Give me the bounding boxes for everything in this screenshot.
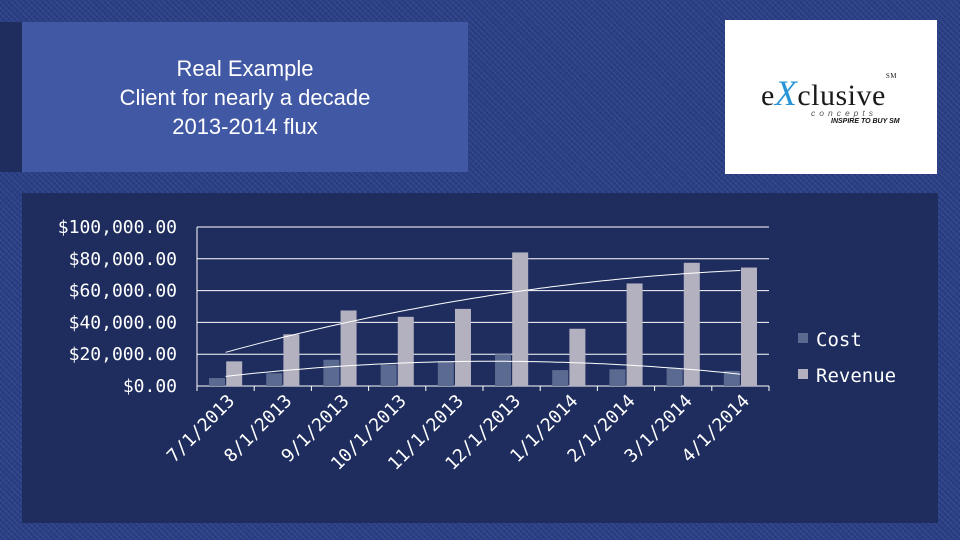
- slide-title: Real Example Client for nearly a decade …: [22, 22, 468, 172]
- cost-bar: [266, 373, 283, 386]
- revenue-bar: [226, 361, 243, 386]
- revenue-bar: [454, 308, 471, 386]
- legend-label: Revenue: [816, 365, 896, 387]
- revenue-bar: [283, 334, 300, 386]
- revenue-bar: [397, 316, 414, 386]
- cost-bar: [609, 369, 626, 386]
- logo-tag-mark: SM: [889, 118, 900, 125]
- left-accent-bar: [0, 22, 22, 172]
- cost-bar: [380, 364, 397, 386]
- revenue-bar: [740, 267, 757, 386]
- cost-bar: [209, 378, 226, 386]
- cost-bar: [723, 370, 740, 386]
- logo-word-start: e: [761, 79, 775, 112]
- logo-sm-mark: SM: [885, 72, 897, 80]
- cost-bar: [323, 359, 340, 386]
- cost-bar: [666, 368, 683, 386]
- title-line-3: 2013-2014 flux: [172, 113, 318, 139]
- y-tick-label: $0.00: [123, 376, 177, 397]
- revenue-bar: [626, 283, 643, 386]
- cost-bar: [437, 361, 454, 386]
- logo-x-mark: X: [774, 73, 798, 113]
- company-logo: eXclusiveSM concepts INSPIRE TO BUY SM: [725, 20, 937, 174]
- bar-chart: $0.00 $20,000.00 $40,000.00 $60,000.00 $80,0…: [58, 217, 896, 475]
- cost-bar: [495, 354, 512, 386]
- legend-swatch: [798, 333, 808, 343]
- legend-swatch: [798, 369, 808, 379]
- y-tick-label: $60,000.00: [69, 281, 177, 302]
- cost-trendline: [225, 360, 741, 377]
- cost-bar: [552, 370, 569, 386]
- logo-tagline: INSPIRE TO BUY SM: [831, 118, 900, 125]
- y-tick-label: $80,000.00: [69, 249, 177, 270]
- revenue-bar: [512, 252, 529, 386]
- revenue-bar: [569, 328, 586, 386]
- logo-subtitle: concepts: [811, 108, 878, 118]
- logo-wordmark: eXclusiveSM: [761, 72, 897, 114]
- y-tick-label: $100,000.00: [58, 217, 177, 238]
- legend-label: Cost: [816, 329, 862, 351]
- logo-word-end: clusive: [797, 79, 886, 112]
- revenue-bar: [683, 262, 700, 386]
- y-tick-label: $40,000.00: [69, 312, 177, 333]
- title-line-2: Client for nearly a decade: [119, 84, 371, 110]
- logo-tagline-text: INSPIRE TO BUY: [831, 118, 888, 125]
- revenue-bar: [340, 310, 357, 386]
- chart-panel: $0.00 $20,000.00 $40,000.00 $60,000.00 $80,0…: [22, 193, 938, 523]
- revenue-trendline: [225, 270, 741, 353]
- title-line-1: Real Example: [176, 55, 314, 81]
- y-tick-label: $20,000.00: [69, 344, 177, 365]
